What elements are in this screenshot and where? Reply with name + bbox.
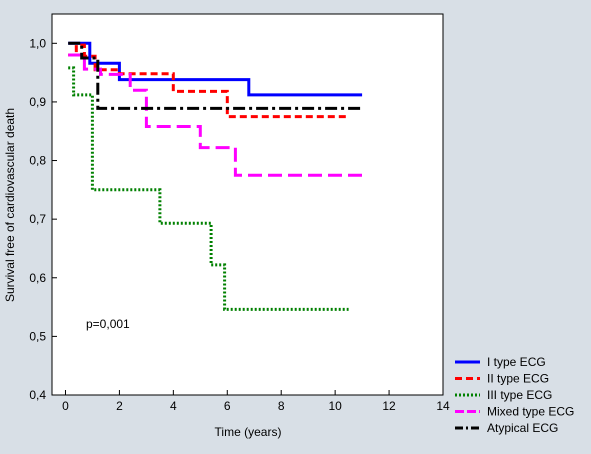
y-tick-label: 0,4 (29, 388, 46, 402)
x-axis-ticks: 0 2 4 6 8 10 12 14 (62, 390, 450, 413)
x-tick-label: 4 (170, 399, 177, 413)
x-tick-label: 0 (62, 399, 69, 413)
series-layer (68, 41, 363, 311)
x-tick-label: 2 (116, 399, 123, 413)
series-line-3 (68, 66, 349, 311)
legend-label-1: I type ECG (487, 355, 546, 369)
legend-label-2: II type ECG (487, 372, 549, 386)
x-tick-label: 8 (278, 399, 285, 413)
y-axis-title: Survival free of cardiovascular death (3, 108, 17, 302)
x-tick-label: 6 (224, 399, 231, 413)
p-value-annotation: p=0,001 (86, 317, 130, 331)
x-axis-title: Time (years) (215, 425, 282, 439)
y-tick-label: 1,0 (29, 36, 46, 50)
x-tick-label: 10 (328, 399, 342, 413)
x-tick-label: 14 (436, 399, 450, 413)
y-tick-label: 0,9 (29, 95, 46, 109)
legend-label-3: III type ECG (487, 388, 552, 402)
x-tick-label: 12 (382, 399, 396, 413)
series-line-1 (68, 41, 363, 97)
series-line-4 (68, 53, 363, 177)
legend-label-5: Atypical ECG (487, 421, 558, 435)
legend-label-4: Mixed type ECG (487, 405, 574, 419)
y-tick-label: 0,8 (29, 154, 46, 168)
series-line-5 (68, 41, 363, 110)
y-tick-label: 0,7 (29, 212, 46, 226)
legend: I type ECG II type ECG III type ECG Mixed t… (455, 355, 574, 435)
plot-area (51, 13, 444, 396)
y-tick-label: 0,5 (29, 329, 46, 343)
y-axis-ticks: 0,4 0,5 0,6 0,7 0,8 0,9 1,0 (29, 36, 57, 402)
y-tick-label: 0,6 (29, 271, 46, 285)
